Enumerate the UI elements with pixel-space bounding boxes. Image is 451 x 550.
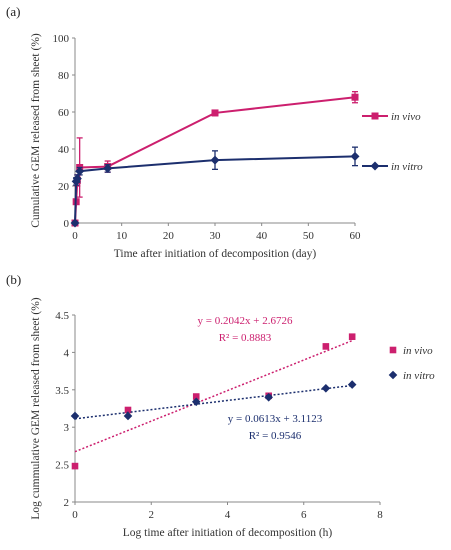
trendline-in-vitro <box>74 384 353 420</box>
y-tick-label: 100 <box>53 33 70 45</box>
data-point-in-vivo <box>211 109 219 117</box>
x-tick-label: 0 <box>72 230 78 242</box>
data-point-in-vitro <box>210 155 220 165</box>
y-tick-label: 3 <box>64 422 70 434</box>
data-point-in-vivo <box>192 393 200 400</box>
x-tick-label: 50 <box>303 230 315 242</box>
x-tick-label: 10 <box>116 230 128 242</box>
legend-label-in-vitro: in vitro <box>403 370 435 382</box>
data-point-in-vivo <box>71 462 79 470</box>
x-tick-label: 2 <box>149 509 155 521</box>
legend-label-in-vivo: in vivo <box>391 111 421 123</box>
x-tick-label: 8 <box>377 509 383 521</box>
y-tick-label: 3.5 <box>55 385 69 397</box>
legend-marker-in-vivo <box>389 346 397 354</box>
data-point-in-vitro <box>347 380 357 389</box>
x-tick-label: 30 <box>210 230 222 242</box>
data-point-in-vitro <box>72 174 82 184</box>
legend-label-in-vitro: in vitro <box>391 161 423 173</box>
y-tick-label: 4.5 <box>55 310 69 322</box>
data-point-in-vivo <box>124 406 132 414</box>
x-tick-label: 60 <box>350 230 362 242</box>
panel-label-a: (a) <box>6 4 21 19</box>
data-point-in-vivo <box>351 93 359 101</box>
data-point-in-vitro <box>70 218 80 228</box>
data-point-in-vitro <box>75 166 85 176</box>
y-axis-title: Cumulative GEM released from sheet (%) <box>30 33 42 228</box>
x-axis-title: Time after initiation of decomposition (… <box>114 248 317 260</box>
legend-marker-in-vivo <box>371 112 379 120</box>
y-tick-label: 20 <box>58 181 70 193</box>
data-point-in-vitro <box>264 392 273 402</box>
data-point-in-vivo <box>348 333 356 340</box>
y-axis-title: Log cummulative GEM released from sheet … <box>30 297 42 519</box>
y-tick-label: 60 <box>58 107 70 119</box>
legend-marker-in-vitro <box>370 161 380 171</box>
trendline-r2-in-vitro: R² = 0.9546 <box>249 430 302 442</box>
y-tick-label: 4 <box>64 347 70 359</box>
y-tick-label: 80 <box>58 70 70 82</box>
trendline-r2-in-vivo: R² = 0.8883 <box>219 332 272 344</box>
data-point-in-vitro <box>103 163 113 173</box>
data-point-in-vitro <box>191 397 201 407</box>
data-point-in-vivo <box>322 343 330 350</box>
y-tick-label: 0 <box>64 218 70 230</box>
trendline-equation-in-vivo: y = 0.2042x + 2.6726 <box>198 315 293 327</box>
trendline-equation-in-vitro: y = 0.0613x + 3.1123 <box>228 413 323 425</box>
x-tick-label: 0 <box>72 509 78 521</box>
data-point-in-vitro <box>350 151 360 161</box>
y-tick-label: 2 <box>64 497 70 509</box>
x-axis-title: Log time after initiation of decompositi… <box>123 527 333 539</box>
y-tick-label: 2.5 <box>55 460 69 472</box>
x-tick-label: 20 <box>163 230 175 242</box>
legend-marker-in-vitro <box>388 370 398 380</box>
x-tick-label: 6 <box>301 509 307 521</box>
trendline-in-vivo <box>74 339 353 453</box>
data-point-in-vitro <box>321 384 331 393</box>
data-point-in-vitro <box>70 411 80 421</box>
y-tick-label: 40 <box>58 144 70 156</box>
data-point-in-vitro <box>123 411 133 421</box>
x-tick-label: 40 <box>256 230 268 242</box>
panel-label-b: (b) <box>6 272 22 287</box>
chart-a-release-percent: 0 20 40 60 80 100 0 10 20 30 40 50 60 Time after init… <box>30 33 423 260</box>
legend-label-in-vivo: in vivo <box>403 345 433 357</box>
x-tick-label: 4 <box>225 509 231 521</box>
